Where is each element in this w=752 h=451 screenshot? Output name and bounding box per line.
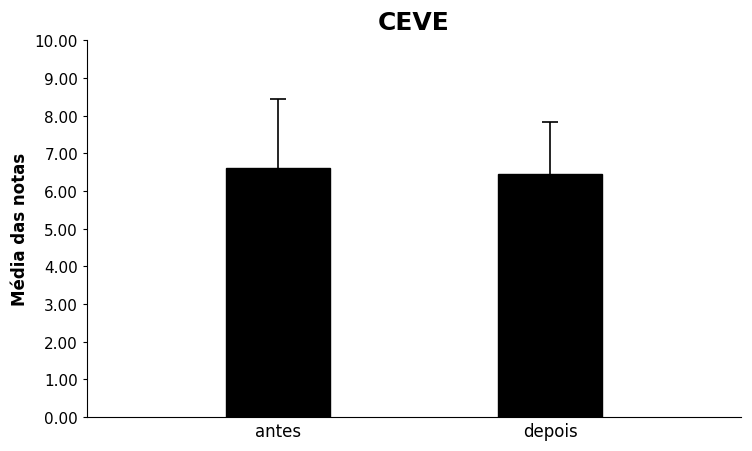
Y-axis label: Média das notas: Média das notas [11, 153, 29, 305]
Bar [226, 168, 329, 417]
Title: CEVE: CEVE [378, 11, 450, 35]
Bar [499, 175, 602, 417]
